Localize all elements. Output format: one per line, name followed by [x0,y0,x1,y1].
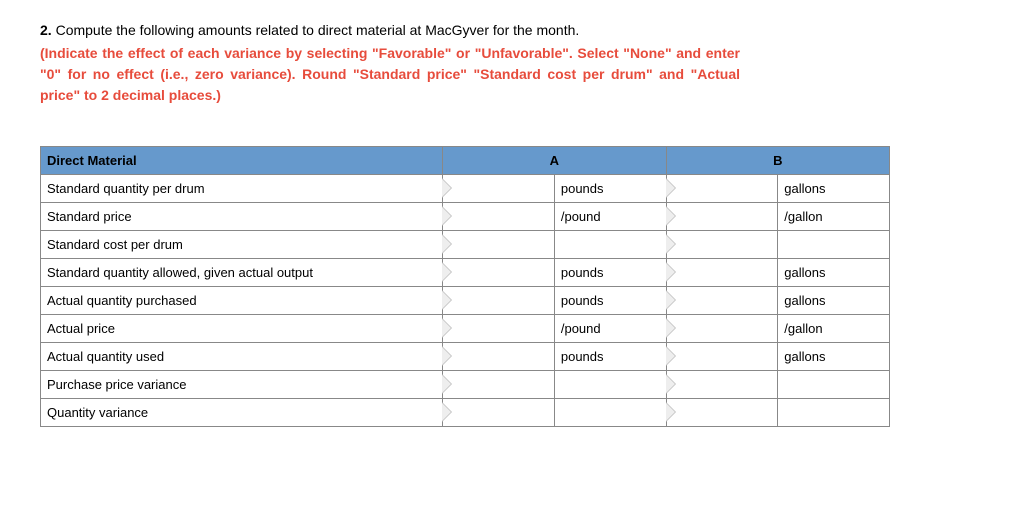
input-tab-icon [442,262,452,282]
question-instruction: (Indicate the effect of each variance by… [40,43,740,106]
table-row: Actual price/pound/gallon [41,315,890,343]
table-row: Actual quantity used pounds gallons [41,343,890,371]
header-label: Direct Material [41,147,443,175]
unit-label-b [778,399,890,427]
value-input-b[interactable] [666,203,778,231]
table-row: Quantity variance [41,399,890,427]
unit-label-a: /pound [554,203,666,231]
value-input-a[interactable] [443,175,555,203]
row-label: Actual quantity purchased [41,287,443,315]
row-label: Purchase price variance [41,371,443,399]
value-input-b[interactable] [666,343,778,371]
value-input-b[interactable] [666,231,778,259]
value-input-b[interactable] [666,259,778,287]
input-tab-icon [442,374,452,394]
input-tab-icon [666,374,676,394]
unit-label-b: /gallon [778,203,890,231]
input-tab-icon [442,346,452,366]
table-header-row: Direct Material A B [41,147,890,175]
value-input-b[interactable] [666,287,778,315]
value-input-b[interactable] [666,315,778,343]
value-input-a[interactable] [443,343,555,371]
unit-label-b [778,371,890,399]
input-tab-icon [666,262,676,282]
value-input-b[interactable] [666,175,778,203]
value-input-a[interactable] [443,203,555,231]
table-row: Standard price/pound/gallon [41,203,890,231]
input-tab-icon [442,234,452,254]
unit-label-b: /gallon [778,315,890,343]
input-tab-icon [442,178,452,198]
row-label: Actual quantity used [41,343,443,371]
table-row: Actual quantity purchased pounds gallons [41,287,890,315]
input-tab-icon [666,318,676,338]
row-label: Standard price [41,203,443,231]
input-tab-icon [666,178,676,198]
value-input-a[interactable] [443,259,555,287]
input-tab-icon [666,290,676,310]
unit-label-a: pounds [554,287,666,315]
value-input-b[interactable] [666,371,778,399]
question-header: 2. Compute the following amounts related… [40,20,740,106]
table-row: Standard quantity per drum pounds gallons [41,175,890,203]
input-tab-icon [442,318,452,338]
value-input-a[interactable] [443,399,555,427]
header-col-a: A [443,147,666,175]
unit-label-a: pounds [554,259,666,287]
input-tab-icon [442,290,452,310]
row-label: Quantity variance [41,399,443,427]
input-tab-icon [666,402,676,422]
table-row: Standard quantity allowed, given actual … [41,259,890,287]
unit-label-b: gallons [778,343,890,371]
question-text: Compute the following amounts related to… [56,22,580,38]
table-row: Purchase price variance [41,371,890,399]
unit-label-a [554,231,666,259]
value-input-a[interactable] [443,315,555,343]
input-tab-icon [666,346,676,366]
table-row: Standard cost per drum [41,231,890,259]
unit-label-a: pounds [554,175,666,203]
input-tab-icon [442,402,452,422]
row-label: Standard quantity allowed, given actual … [41,259,443,287]
row-label: Actual price [41,315,443,343]
direct-material-table: Direct Material A B Standard quantity pe… [40,146,890,427]
unit-label-a [554,371,666,399]
header-col-b: B [666,147,889,175]
unit-label-a: /pound [554,315,666,343]
value-input-a[interactable] [443,231,555,259]
value-input-a[interactable] [443,287,555,315]
unit-label-b: gallons [778,259,890,287]
unit-label-b: gallons [778,175,890,203]
input-tab-icon [666,206,676,226]
unit-label-a: pounds [554,343,666,371]
value-input-a[interactable] [443,371,555,399]
unit-label-b [778,231,890,259]
unit-label-b: gallons [778,287,890,315]
row-label: Standard quantity per drum [41,175,443,203]
input-tab-icon [666,234,676,254]
value-input-b[interactable] [666,399,778,427]
row-label: Standard cost per drum [41,231,443,259]
input-tab-icon [442,206,452,226]
question-number: 2. [40,22,52,38]
unit-label-a [554,399,666,427]
